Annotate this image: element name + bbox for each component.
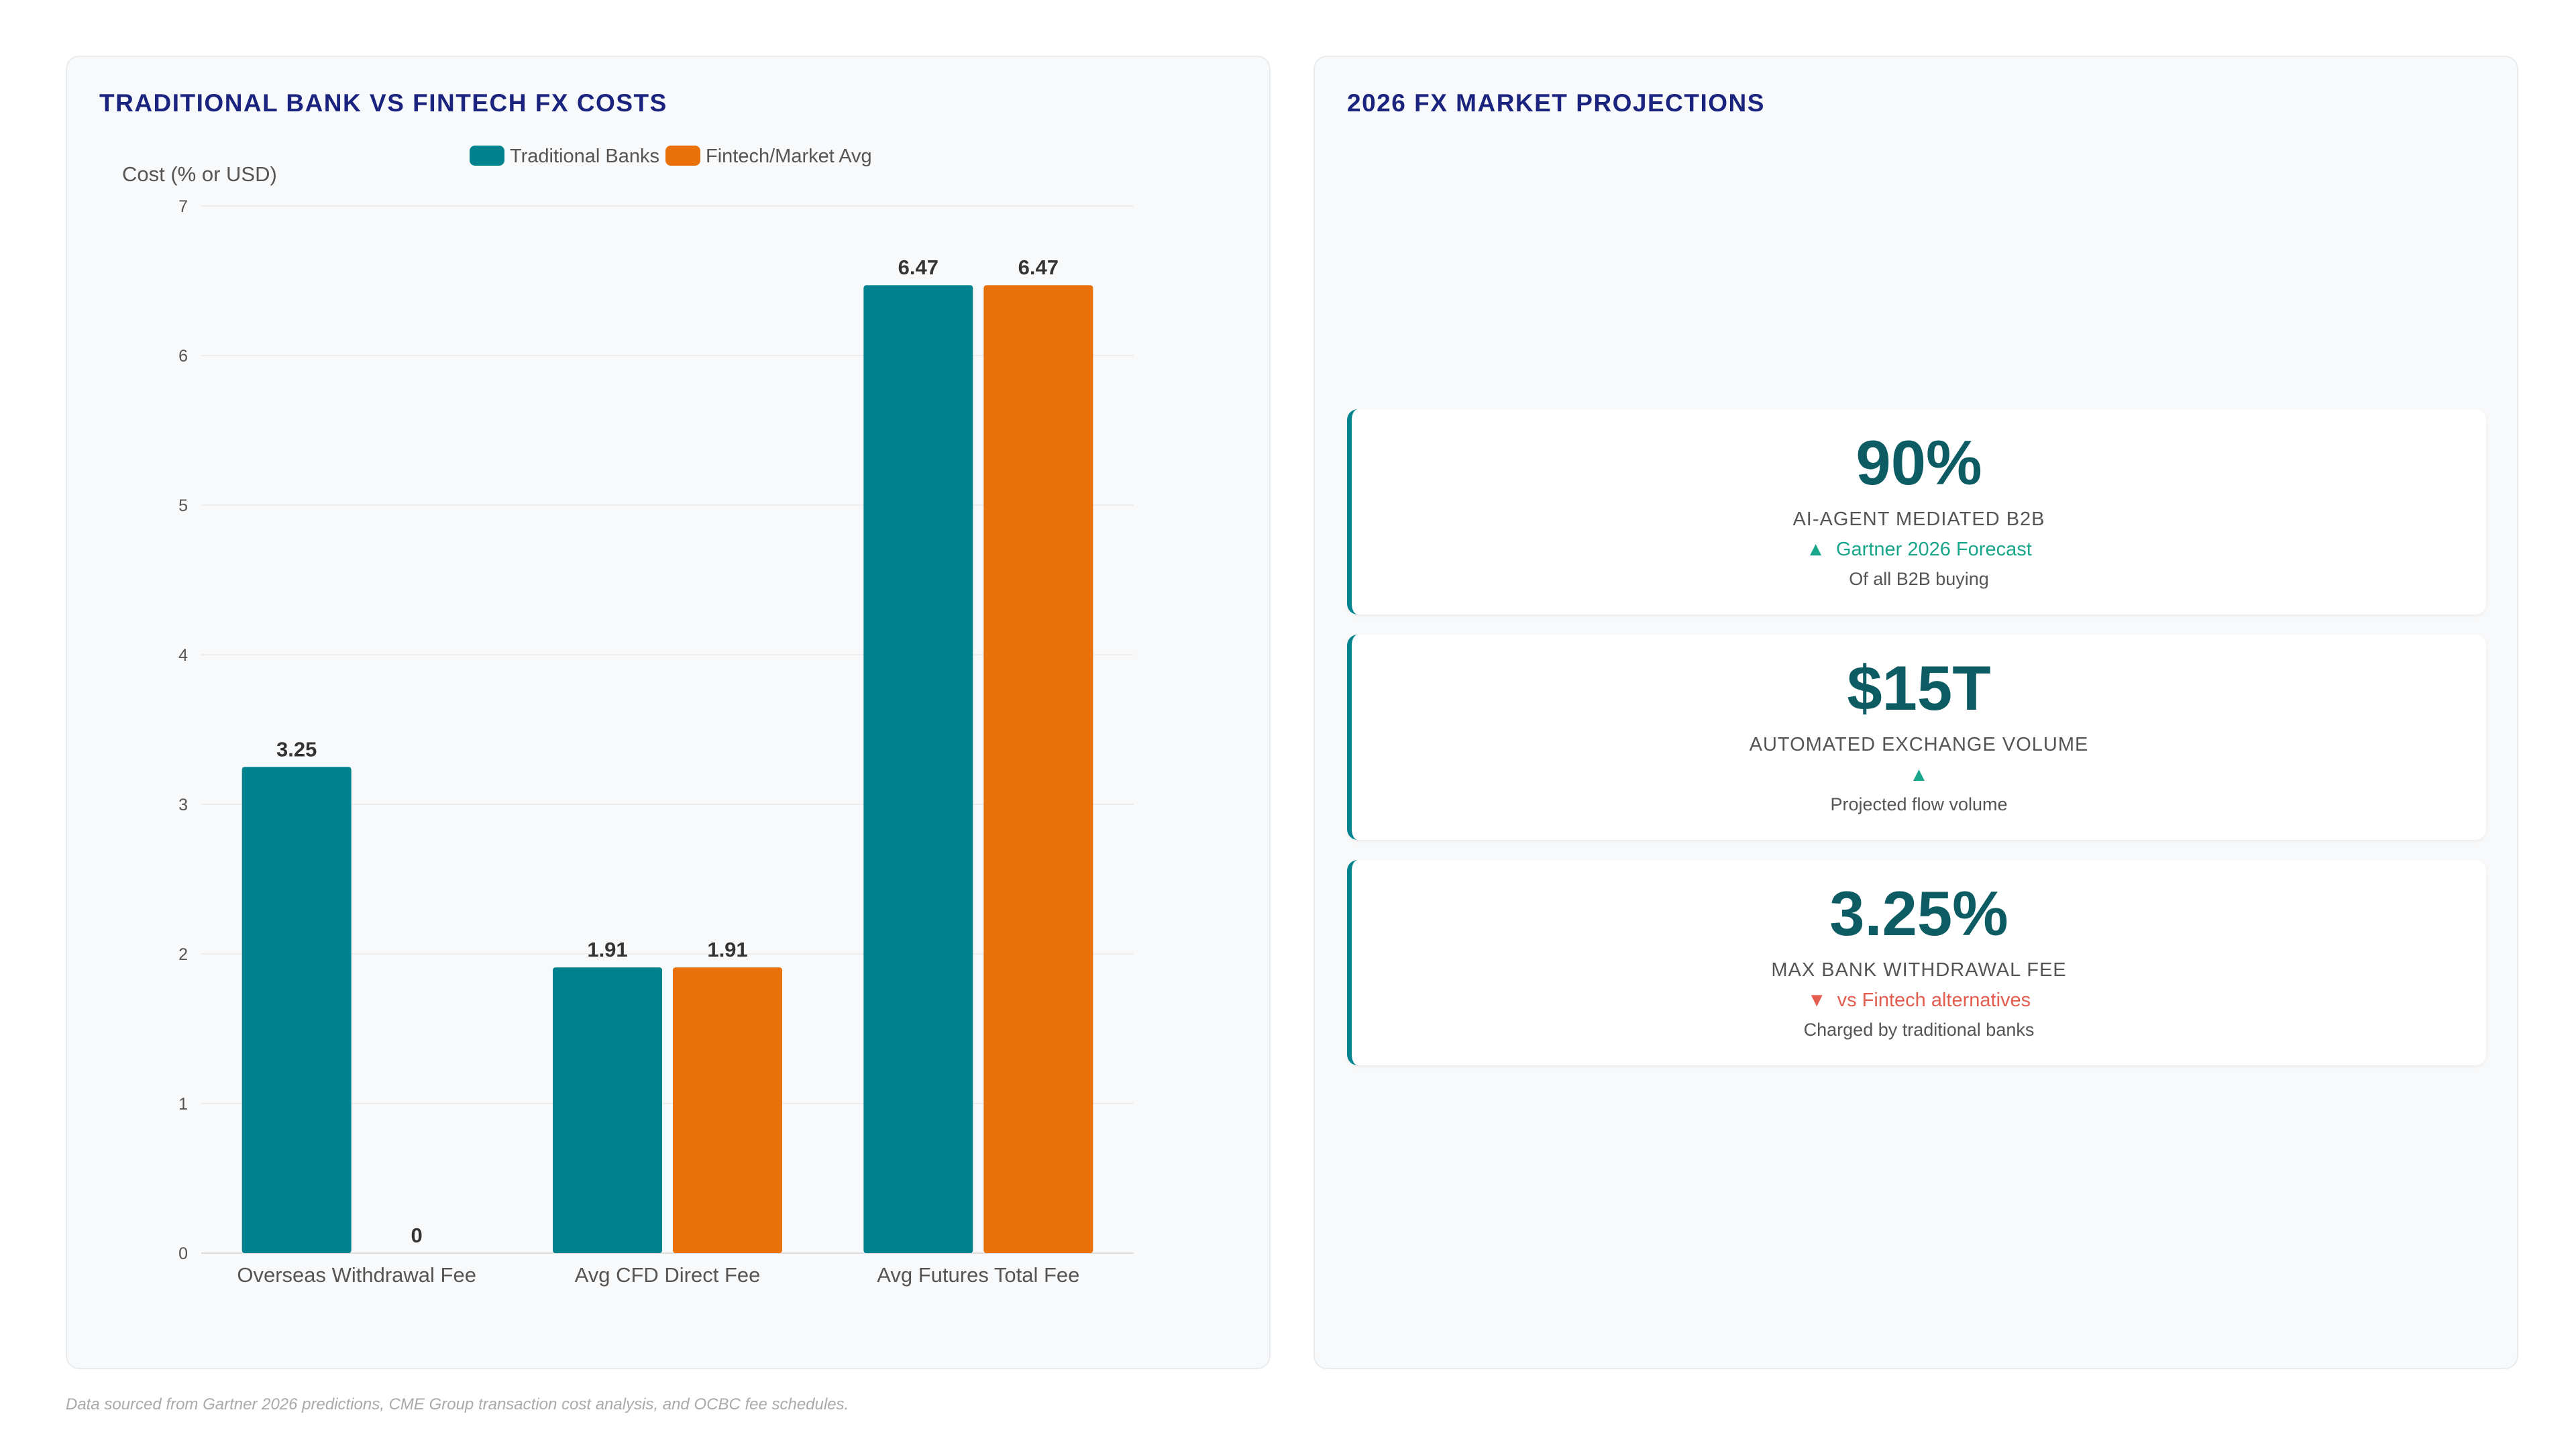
kpi-trend-text: Gartner 2026 Forecast: [1836, 539, 2032, 560]
bar-value-label: 0: [411, 1224, 423, 1247]
bar-value-label: 6.47: [1018, 256, 1059, 279]
legend-label: Traditional Banks: [510, 146, 659, 167]
trend-down-icon: ▼: [1807, 989, 1827, 1011]
bar-chart: 0 1 2 3 4 5 6 7 Cost (% or USD) Traditional Banks…: [122, 146, 1134, 1287]
bar-value-label: 6.47: [898, 256, 938, 279]
kpi-note: Of all B2B buying: [1849, 569, 1989, 589]
legend-swatch: [665, 146, 700, 166]
kpi-note: Charged by traditional banks: [1803, 1020, 2035, 1040]
x-category-label: Avg Futures Total Fee: [877, 1263, 1079, 1287]
y-axis-title: Cost (% or USD): [122, 162, 277, 186]
projections-panel-title: 2026 FX MARKET PROJECTIONS: [1347, 89, 1765, 117]
data-source-footnote: Data sourced from Gartner 2026 predictio…: [66, 1395, 849, 1413]
trend-up-icon: ▲: [1909, 764, 1929, 786]
kpi-label: AUTOMATED EXCHANGE VOLUME: [1749, 734, 2089, 755]
y-tick-label: 3: [178, 796, 188, 814]
chart-panel-title: TRADITIONAL BANK VS FINTECH FX COSTS: [99, 89, 667, 117]
bar: [241, 767, 352, 1253]
y-tick-label: 4: [178, 646, 188, 665]
y-tick-label: 1: [178, 1095, 188, 1114]
kpi-note: Projected flow volume: [1830, 794, 2008, 814]
kpi-trend: ▲ Gartner 2026 Forecast: [1352, 538, 2486, 561]
projections-panel: 2026 FX MARKET PROJECTIONS 90% AI-AGENT …: [1313, 56, 2518, 1369]
bar-value-label: 3.25: [276, 737, 317, 761]
y-tick-label: 0: [178, 1244, 188, 1263]
y-tick-label: 2: [178, 945, 188, 964]
kpi-label: MAX BANK WITHDRAWAL FEE: [1771, 959, 2067, 981]
legend-label: Fintech/Market Avg: [706, 146, 872, 167]
kpi-card-exchange-volume: $15T AUTOMATED EXCHANGE VOLUME ▲ Project…: [1347, 635, 2486, 840]
x-category-label: Avg CFD Direct Fee: [575, 1263, 761, 1287]
chart-panel: TRADITIONAL BANK VS FINTECH FX COSTS 0 1 2…: [66, 56, 1271, 1369]
kpi-value: $15T: [1847, 653, 1991, 723]
kpi-value: 3.25%: [1829, 878, 2008, 949]
kpi-value: 90%: [1856, 427, 1982, 498]
bar-value-label: 1.91: [707, 938, 747, 961]
y-tick-label: 5: [178, 496, 188, 515]
y-tick-label: 6: [178, 347, 188, 366]
bar: [673, 967, 782, 1253]
y-tick-label: 7: [178, 197, 188, 216]
bar: [553, 967, 662, 1253]
kpi-card-ai-agent: 90% AI-AGENT MEDIATED B2B ▲ Gartner 2026…: [1347, 409, 2486, 614]
bar: [863, 285, 973, 1254]
x-category-label: Overseas Withdrawal Fee: [237, 1263, 476, 1287]
bar-value-label: 1.91: [587, 938, 627, 961]
kpi-trend: ▼ vs Fintech alternatives: [1352, 989, 2486, 1012]
trend-up-icon: ▲: [1806, 539, 1825, 560]
kpi-trend: ▲: [1352, 763, 2486, 787]
kpi-trend-text: vs Fintech alternatives: [1837, 989, 2031, 1011]
kpi-card-withdrawal-fee: 3.25% MAX BANK WITHDRAWAL FEE ▼ vs Finte…: [1347, 860, 2486, 1065]
bar: [983, 285, 1093, 1254]
kpi-label: AI-AGENT MEDIATED B2B: [1792, 508, 2045, 530]
legend-swatch: [470, 146, 504, 166]
